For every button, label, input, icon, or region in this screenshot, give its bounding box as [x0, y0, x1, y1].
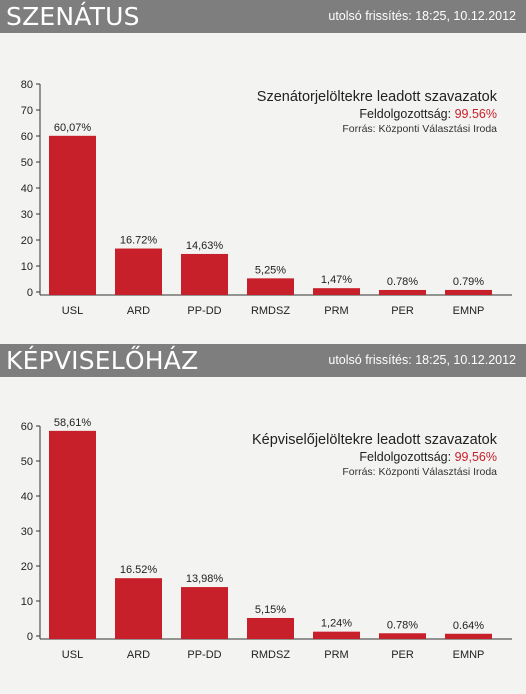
chamber-y-tick-label: 40 — [21, 491, 33, 503]
chamber-category-label-ard: ARD — [127, 649, 150, 661]
senate-category-label-rmdsz: RMDSZ — [251, 305, 290, 317]
chamber-category-label-prm: PRM — [324, 649, 348, 661]
senate-value-label-emnp: 0.79% — [453, 276, 484, 288]
senate-y-tick-label: 10 — [21, 261, 33, 273]
senate-bar-usl — [49, 135, 96, 295]
chamber-y-tick-label: 30 — [21, 526, 33, 538]
senate-y-tick-label: 70 — [21, 105, 33, 117]
senate-legend: Szenátorjelöltekre leadott szavazatok Fe… — [257, 89, 497, 135]
senate-category-label-pp-dd: PP-DD — [187, 305, 221, 317]
chamber-value-label-rmdsz: 5,15% — [255, 604, 286, 616]
chamber-bar-emnp — [445, 633, 492, 639]
chamber-category-label-emnp: EMNP — [453, 649, 485, 661]
chamber-title: KÉPVISELŐHÁZ — [6, 346, 199, 375]
chamber-y-tick-label: 50 — [21, 456, 33, 468]
chamber-legend: Képviselőjelöltekre leadott szavazatok F… — [252, 432, 497, 478]
chamber-value-label-pp-dd: 13,98% — [186, 573, 224, 585]
senate-y-tick-label: 60 — [21, 131, 33, 143]
senate-progress-label: Feldolgozottság: — [359, 107, 452, 121]
senate-y-tick-label: 30 — [21, 209, 33, 221]
senate-y-tick-label: 20 — [21, 235, 33, 247]
senate-bar-rmdsz — [247, 278, 294, 295]
chamber-category-label-rmdsz: RMDSZ — [251, 649, 290, 661]
chamber-category-label-usl: USL — [62, 649, 83, 661]
senate-category-label-per: PER — [391, 305, 414, 317]
senate-value-label-prm: 1,47% — [321, 274, 352, 286]
senate-title: SZENÁTUS — [6, 2, 140, 31]
chamber-value-label-per: 0.78% — [387, 619, 418, 631]
senate-category-label-ard: ARD — [127, 305, 150, 317]
senate-bar-per — [379, 289, 426, 295]
chamber-chart: 0 10 20 30 40 50 60 58,61% USL 16.52% ARD 13,98% PP-… — [21, 417, 512, 661]
chamber-y-tick-label: 60 — [21, 421, 33, 433]
chamber-bar-ard — [115, 578, 162, 639]
senate-progress-value: 99.56% — [454, 107, 497, 121]
chamber-y-tick-label: 0 — [27, 631, 33, 643]
senate-progress: Feldolgozottság: 99.56% — [257, 107, 497, 121]
senate-bar-pp-dd — [181, 253, 228, 295]
chamber-category-label-per: PER — [391, 649, 414, 661]
chamber-bar-usl — [49, 430, 96, 639]
chamber-bar-rmdsz — [247, 617, 294, 639]
senate-update-time: utolsó frissítés: 18:25, 10.12.2012 — [328, 9, 516, 23]
senate-category-label-usl: USL — [62, 305, 83, 317]
chamber-progress-label: Feldolgozottság: — [359, 450, 452, 464]
senate-value-label-usl: 60,07% — [54, 122, 92, 134]
senate-category-label-prm: PRM — [324, 305, 348, 317]
chamber-value-label-usl: 58,61% — [54, 417, 92, 429]
senate-value-label-ard: 16.72% — [120, 235, 158, 247]
chamber-progress: Feldolgozottság: 99,56% — [252, 450, 497, 464]
senate-bar-ard — [115, 248, 162, 295]
chamber-update-time: utolsó frissítés: 18:25, 10.12.2012 — [328, 353, 516, 367]
chamber-value-label-prm: 1,24% — [321, 618, 352, 630]
chamber-source: Forrás: Központi Választási Iroda — [342, 466, 497, 478]
senate-y-tick-label: 80 — [21, 79, 33, 91]
senate-y-tick-label: 50 — [21, 157, 33, 169]
chamber-category-label-pp-dd: PP-DD — [187, 649, 221, 661]
senate-value-label-per: 0.78% — [387, 276, 418, 288]
chamber-y-tick-label: 10 — [21, 596, 33, 608]
chamber-value-label-emnp: 0.64% — [453, 620, 484, 632]
chamber-bar-prm — [313, 631, 360, 639]
senate-bar-prm — [313, 288, 360, 295]
chamber-section: KÉPVISELŐHÁZ utolsó frissítés: 18:25, 10… — [0, 344, 526, 694]
senate-banner: SZENÁTUS utolsó frissítés: 18:25, 10.12.… — [0, 0, 526, 33]
senate-y-tick-label: 0 — [27, 287, 33, 299]
senate-y-tick-label: 40 — [21, 183, 33, 195]
senate-value-label-pp-dd: 14,63% — [186, 240, 224, 252]
chamber-value-label-ard: 16.52% — [120, 564, 158, 576]
senate-source: Forrás: Központi Választási Iroda — [342, 123, 497, 135]
chamber-bar-pp-dd — [181, 587, 228, 639]
senate-chart: 0 10 20 30 40 50 60 70 80 60,07% USL 16.72% ARD 14,63… — [21, 79, 512, 317]
chamber-y-tick-label: 20 — [21, 561, 33, 573]
chamber-progress-value: 99,56% — [454, 450, 497, 464]
senate-category-label-emnp: EMNP — [453, 305, 485, 317]
chamber-banner: KÉPVISELŐHÁZ utolsó frissítés: 18:25, 10… — [0, 344, 526, 377]
senate-legend-title: Szenátorjelöltekre leadott szavazatok — [256, 89, 497, 105]
senate-section: SZENÁTUS utolsó frissítés: 18:25, 10.12.… — [0, 0, 526, 340]
chamber-bar-per — [379, 633, 426, 639]
senate-value-label-rmdsz: 5,25% — [255, 264, 286, 276]
senate-bar-emnp — [445, 289, 492, 295]
chamber-legend-title: Képviselőjelöltekre leadott szavazatok — [251, 432, 497, 448]
